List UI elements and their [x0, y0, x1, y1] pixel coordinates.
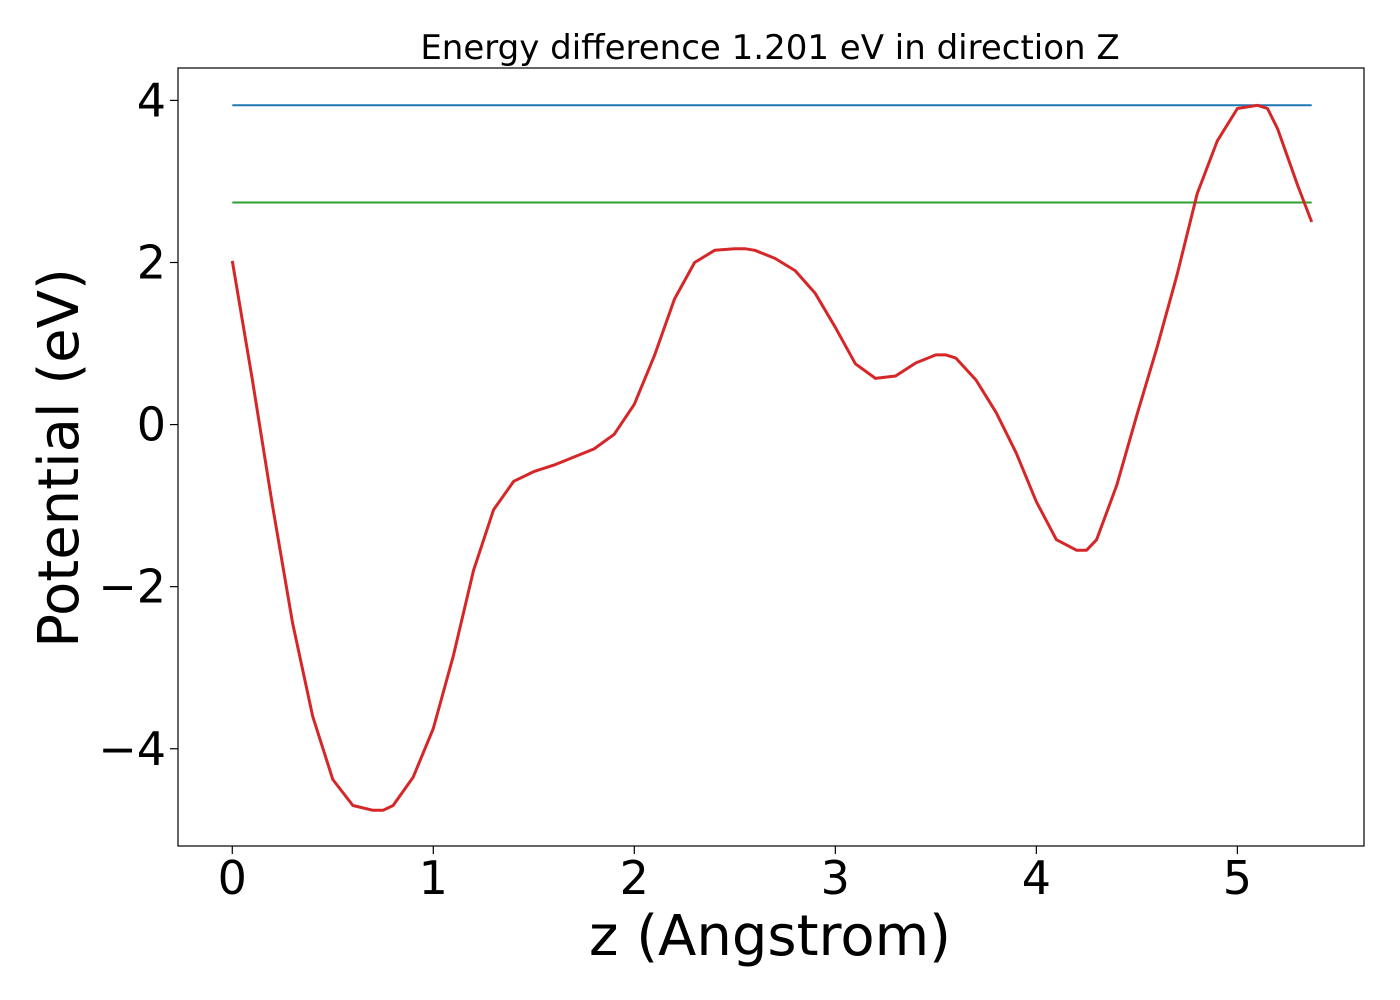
y-tick-label: −4	[98, 722, 166, 776]
x-tick-label: 0	[218, 851, 247, 905]
x-tick-label: 5	[1223, 851, 1252, 905]
y-tick-label: 4	[137, 73, 166, 127]
x-tick-label: 2	[620, 851, 649, 905]
x-axis-label: z (Angstrom)	[589, 904, 951, 969]
potential-series-line	[230, 103, 1314, 812]
y-tick-label: −2	[98, 560, 166, 614]
x-tick-label: 4	[1022, 851, 1051, 905]
plot-lines	[230, 103, 1314, 812]
chart-title: Energy difference 1.201 eV in direction …	[420, 28, 1119, 68]
y-tick-label: 0	[137, 398, 166, 452]
x-axis-ticks: 0 1 2 3 4 5	[218, 846, 1252, 905]
y-axis-ticks: −4 −2 0 2 4	[98, 73, 178, 776]
y-axis-label: Potential (eV)	[27, 268, 92, 648]
x-tick-label: 3	[821, 851, 850, 905]
y-tick-label: 2	[137, 236, 166, 290]
plot-frame	[177, 67, 1365, 847]
x-tick-label: 1	[419, 851, 448, 905]
